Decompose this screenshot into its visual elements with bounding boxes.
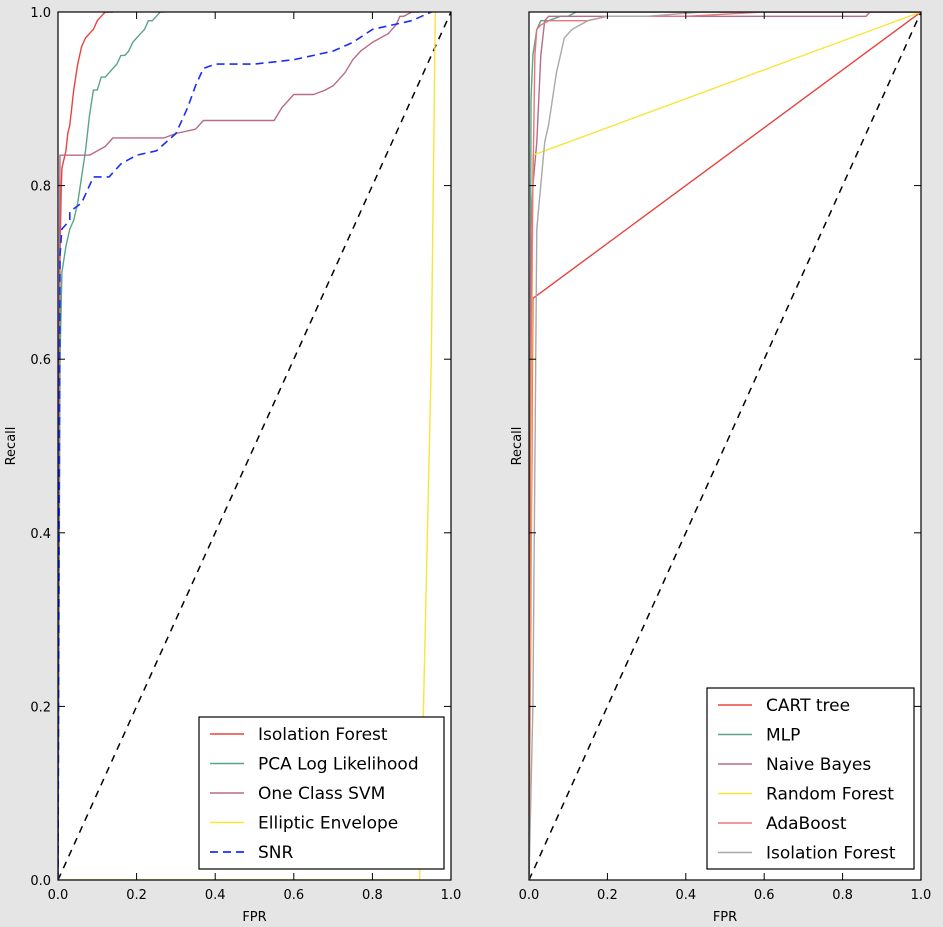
chart-1-series-isolation-forest: [58, 12, 113, 880]
chart-1-legend-label-one-class-svm: One Class SVM: [258, 784, 385, 804]
chart-1-x-tick-label: 0.6: [283, 888, 304, 903]
chart-2-legend: CART tree MLP Naive Bayes Random Forest AdaB…: [706, 687, 915, 870]
chart-2-series-adaboost: [529, 12, 921, 880]
chart-1-y-axis-label: Recall: [4, 427, 19, 466]
chart-1-y-tick-label: 0.2: [30, 700, 51, 715]
chart-2-y-axis-label: Recall: [510, 427, 525, 466]
chart-1-x-tick-label: 0.8: [362, 888, 383, 903]
chart-1-y-tick-label: 0.0: [30, 874, 51, 889]
chart-1-x-tick-label: 0.4: [205, 888, 226, 903]
chart-1-y-tick-label: 0.8: [30, 180, 51, 195]
chart-1-x-tick-label: 0.0: [48, 888, 69, 903]
chart-2-x-tick-label: 0.6: [754, 888, 775, 903]
chart-2-legend-label-random-forest: Random Forest: [766, 785, 894, 805]
chart-1-y-tick-label: 0.4: [30, 527, 51, 542]
chart-2-legend-label-mlp: MLP: [766, 726, 800, 746]
chart-1-legend-label-pca-log-likelihood: PCA Log Likelihood: [258, 755, 419, 775]
chart-1-legend: Isolation Forest PCA Log Likelihood One Cl…: [198, 716, 445, 870]
chart-1-y-tick-label: 0.6: [30, 353, 51, 368]
chart-2-legend-box: [706, 687, 915, 870]
chart-2-x-tick-label: 1.0: [911, 888, 932, 903]
chart-2-frame: [528, 11, 922, 881]
chart-2-legend-label-isolation-forest: Isolation Forest: [766, 844, 896, 864]
chart-2: 0.0 0.2 0.4 0.6 0.8 1.0 FPR Recall CART tree MLP N…: [510, 11, 932, 925]
chart-1-x-tick-label: 0.2: [126, 888, 147, 903]
chart-2-series-isolation-forest: [529, 12, 921, 880]
chart-1-frame: [57, 11, 452, 881]
chart-2-x-tick-label: 0.0: [519, 888, 540, 903]
chart-1-legend-label-snr: SNR: [258, 843, 294, 863]
chart-2-legend-label-adaboost: AdaBoost: [766, 814, 847, 834]
chart-2-x-axis-label: FPR: [713, 910, 737, 925]
chart-2-chance-line: [529, 12, 921, 880]
chart-1-series-elliptic-envelope: [58, 12, 436, 880]
chart-1-legend-label-elliptic-envelope: Elliptic Envelope: [258, 814, 398, 834]
chart-1-x-tick-label: 1.0: [441, 888, 462, 903]
chart-1-series-pca-log-likelihood: [58, 12, 165, 880]
chart-1-y-tick-label: 1.0: [30, 6, 51, 21]
chart-2-x-tick-label: 0.8: [832, 888, 853, 903]
chart-2-lines: [529, 12, 921, 880]
chart-1-legend-label-isolation-forest: Isolation Forest: [258, 725, 388, 745]
chart-1-legend-box: [198, 716, 445, 870]
chart-1: 0.0 0.2 0.4 0.6 0.8 1.0 0.0 0.2 0.4 0.6 0.8 1.0 FPR R…: [4, 6, 461, 925]
chart-1-series-one-class-svm: [58, 12, 420, 880]
chart-2-legend-label-cart-tree: CART tree: [766, 696, 850, 716]
chart-2-x-tick-label: 0.4: [675, 888, 696, 903]
chart-2-x-tick-label: 0.2: [597, 888, 618, 903]
chart-1-series-snr: [58, 12, 432, 880]
chart-1-chance-line: [58, 12, 451, 880]
chart-2-legend-label-naive-bayes: Naive Bayes: [766, 755, 871, 775]
chart-1-lines: [58, 12, 451, 880]
chart-1-x-axis-label: FPR: [242, 910, 266, 925]
